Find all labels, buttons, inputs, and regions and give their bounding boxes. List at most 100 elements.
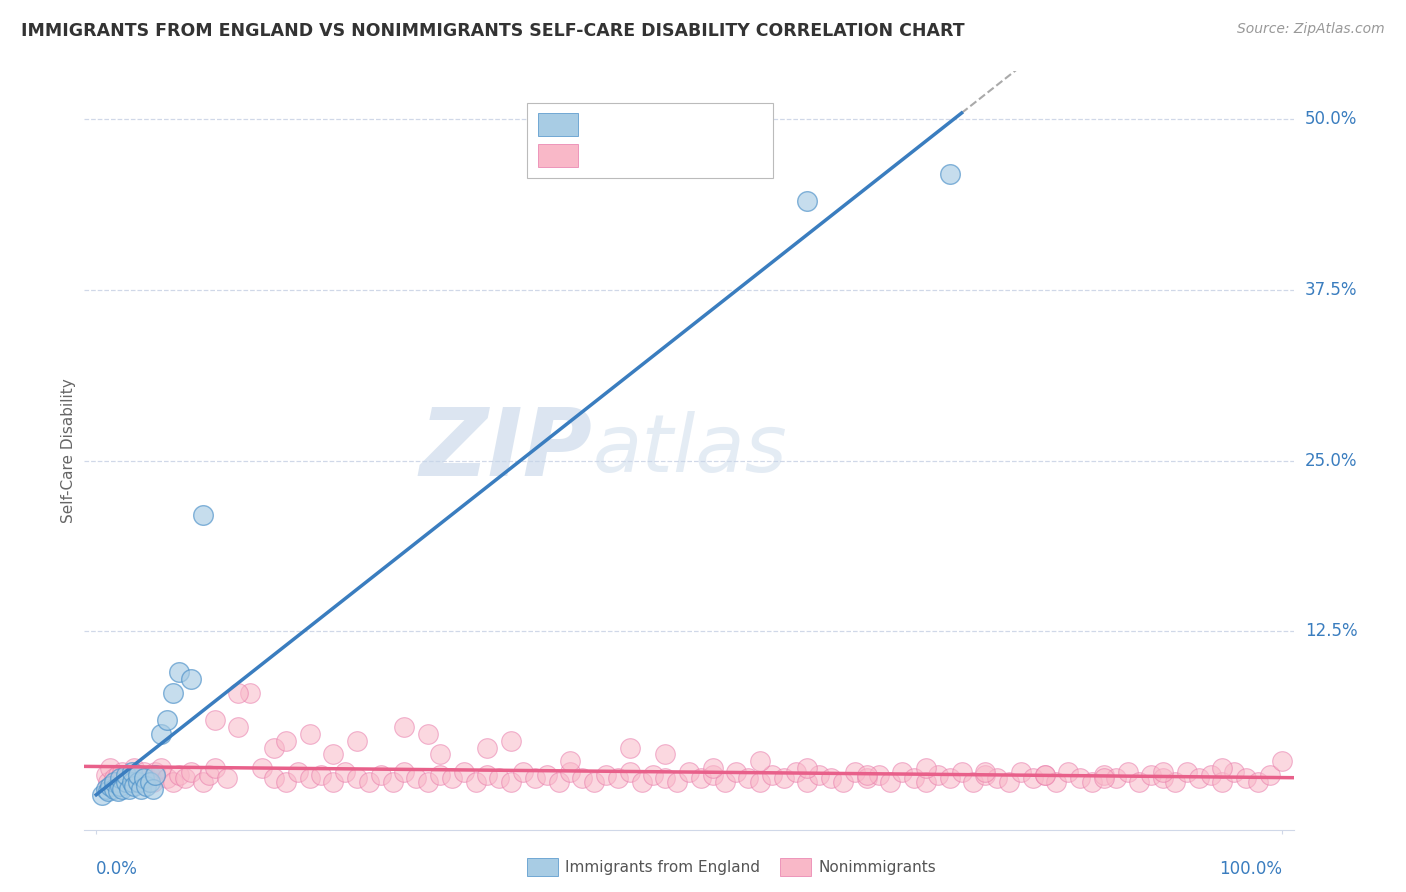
Point <box>962 774 984 789</box>
Point <box>135 771 157 785</box>
Point <box>429 747 451 762</box>
Point <box>142 774 165 789</box>
Point <box>678 765 700 780</box>
Point <box>370 768 392 782</box>
Point <box>488 771 510 785</box>
Point <box>103 774 125 789</box>
Point <box>772 771 794 785</box>
Point <box>855 771 877 785</box>
Point <box>142 781 165 796</box>
Point <box>322 747 344 762</box>
Point <box>156 771 179 785</box>
Point <box>107 768 129 782</box>
Point <box>737 771 759 785</box>
Point <box>702 761 724 775</box>
Point <box>108 771 131 785</box>
Point <box>796 761 818 775</box>
Point <box>405 771 427 785</box>
Point <box>501 774 523 789</box>
Point <box>1105 771 1128 785</box>
Point <box>100 779 122 793</box>
Point <box>464 774 486 789</box>
Point <box>167 665 190 680</box>
Point <box>204 761 226 775</box>
Point <box>630 774 652 789</box>
Text: 0.0%: 0.0% <box>96 860 138 878</box>
Point <box>115 771 138 785</box>
Point <box>121 768 143 782</box>
Point <box>1152 765 1174 780</box>
Point <box>418 727 440 741</box>
Point <box>915 774 938 789</box>
Point <box>118 781 141 796</box>
Point <box>381 774 404 789</box>
Point <box>477 768 499 782</box>
Point <box>453 765 475 780</box>
Point <box>122 779 145 793</box>
Point <box>702 768 724 782</box>
Point <box>191 508 214 523</box>
Point <box>844 765 866 780</box>
Point <box>167 768 190 782</box>
Point <box>333 765 356 780</box>
Text: atlas: atlas <box>592 411 787 490</box>
Point <box>215 771 238 785</box>
Point <box>94 781 117 796</box>
Point <box>643 768 665 782</box>
Point <box>950 765 973 780</box>
Point <box>263 771 285 785</box>
Point <box>322 774 344 789</box>
Point <box>832 774 855 789</box>
Point <box>938 167 960 181</box>
Point <box>1128 774 1150 789</box>
Text: 100.0%: 100.0% <box>1219 860 1282 878</box>
Point <box>619 765 641 780</box>
Point <box>198 768 221 782</box>
Point <box>1033 768 1056 782</box>
Text: Immigrants from England: Immigrants from England <box>565 860 761 874</box>
Point <box>298 771 321 785</box>
Y-axis label: Self-Care Disability: Self-Care Disability <box>60 378 76 523</box>
Point <box>1247 774 1270 789</box>
Point <box>606 771 628 785</box>
Point <box>111 781 134 796</box>
Point <box>115 774 138 789</box>
Point <box>855 768 877 782</box>
Text: Source: ZipAtlas.com: Source: ZipAtlas.com <box>1237 22 1385 37</box>
Text: ZIP: ZIP <box>419 404 592 497</box>
Point <box>118 774 141 789</box>
Point <box>162 686 184 700</box>
Point <box>346 733 368 747</box>
Text: 50.0%: 50.0% <box>1305 111 1357 128</box>
Point <box>180 765 202 780</box>
Point <box>228 720 250 734</box>
Text: 37.5%: 37.5% <box>1305 281 1357 299</box>
Point <box>180 673 202 687</box>
Point <box>239 686 262 700</box>
Point <box>108 774 131 789</box>
Point <box>1081 774 1104 789</box>
Point <box>477 740 499 755</box>
Point <box>689 771 711 785</box>
Point <box>127 771 149 785</box>
Point <box>108 779 131 793</box>
Point <box>287 765 309 780</box>
Point <box>145 765 167 780</box>
Point <box>1211 774 1233 789</box>
Point <box>132 771 155 785</box>
Point <box>868 768 890 782</box>
Text: R =  0.960   N =  32: R = 0.960 N = 32 <box>586 114 754 132</box>
Point <box>1152 771 1174 785</box>
Point <box>1188 771 1211 785</box>
Point <box>820 771 842 785</box>
Point <box>440 771 463 785</box>
Point <box>263 740 285 755</box>
Point <box>571 771 593 785</box>
Point <box>1258 768 1281 782</box>
Point <box>394 720 416 734</box>
Point <box>785 765 807 780</box>
Point <box>298 727 321 741</box>
Point <box>666 774 689 789</box>
Text: Nonimmigrants: Nonimmigrants <box>818 860 936 874</box>
Point <box>1057 765 1080 780</box>
